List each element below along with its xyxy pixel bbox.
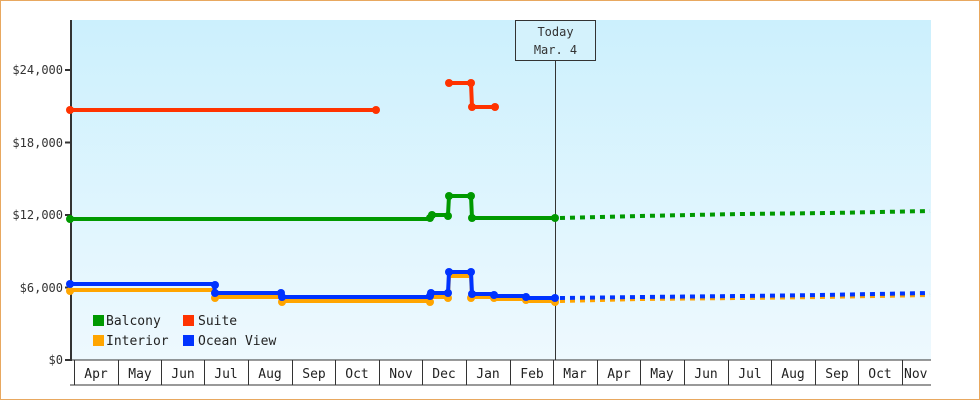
x-tick-label: Aug: [781, 367, 804, 382]
balcony-swatch-icon: [93, 315, 104, 326]
y-tick-label: $18,000: [12, 136, 63, 150]
x-tick-label: Apr: [607, 367, 631, 382]
x-tick-label: Mar: [563, 367, 587, 382]
x-tick-label: Jan: [476, 367, 499, 382]
series-balcony: [66, 192, 931, 223]
today-date: Mar. 4: [534, 43, 577, 57]
series-ocean-view: [66, 268, 931, 302]
legend-label: Suite: [198, 314, 237, 329]
x-tick-label: Sep: [302, 367, 326, 382]
y-tick-label: $12,000: [12, 208, 63, 222]
x-axis-months: [70, 360, 931, 386]
x-tick-label: Apr: [84, 367, 108, 382]
today-label: Today: [537, 25, 573, 39]
today-marker: Today Mar. 4: [515, 20, 596, 360]
legend-item-ocean-view[interactable]: Ocean View: [183, 334, 276, 349]
x-tick-label: Oct: [868, 367, 891, 382]
x-tick-label: Jun: [171, 367, 194, 382]
y-tick-label: $24,000: [12, 63, 63, 77]
x-tick-label: Nov: [904, 367, 928, 382]
x-tick-label: May: [650, 367, 674, 382]
x-tick-label: May: [128, 367, 152, 382]
series-suite: [66, 79, 499, 114]
x-tick-label: Nov: [389, 367, 413, 382]
y-ticks: $0 $6,000 $12,000 $18,000 $24,000: [12, 63, 71, 367]
x-tick-label: Jul: [738, 367, 761, 382]
y-tick-label: $0: [49, 353, 63, 367]
x-tick-label: Feb: [520, 367, 544, 382]
x-tick-labels: Apr May Jun Jul Aug Sep Oct Nov Dec Jan …: [84, 367, 927, 382]
interior-swatch-icon: [93, 335, 104, 346]
plot-area: [71, 20, 931, 360]
x-tick-label: Sep: [825, 367, 849, 382]
x-tick-label: Jul: [214, 367, 237, 382]
legend-item-balcony[interactable]: Balcony: [93, 314, 161, 329]
legend-label: Ocean View: [198, 334, 276, 349]
today-label-box: [515, 20, 596, 61]
x-tick-label: Oct: [345, 367, 368, 382]
x-tick-label: Aug: [258, 367, 281, 382]
y-tick-label: $6,000: [20, 281, 63, 295]
legend-item-suite[interactable]: Suite: [183, 314, 237, 329]
x-tick-label: Jun: [694, 367, 717, 382]
suite-swatch-icon: [183, 315, 194, 326]
legend: Balcony Suite Interior Ocean View: [93, 314, 276, 349]
legend-label: Interior: [106, 334, 169, 349]
ocean-view-swatch-icon: [183, 335, 194, 346]
legend-label: Balcony: [106, 314, 161, 329]
legend-item-interior[interactable]: Interior: [93, 334, 169, 349]
x-tick-label: Dec: [432, 367, 455, 382]
